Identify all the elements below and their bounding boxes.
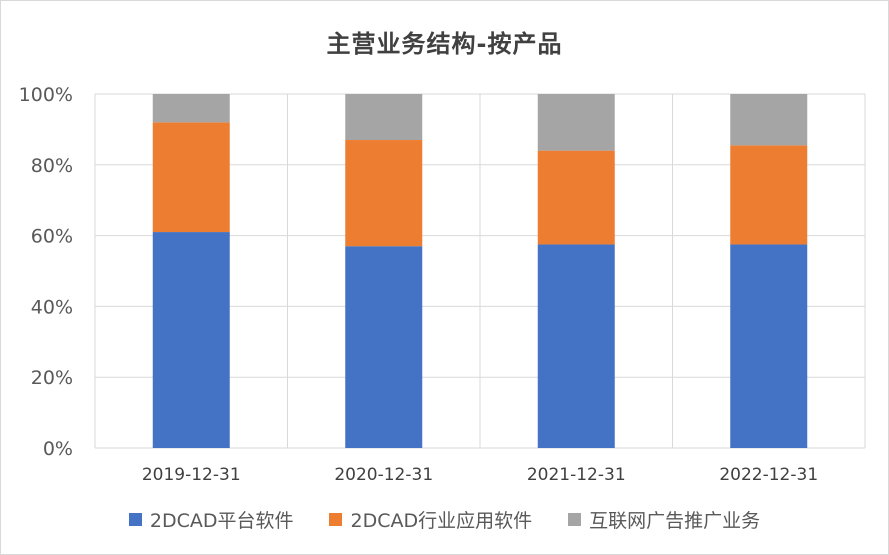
legend-label: 2DCAD平台软件 [149, 510, 294, 532]
legend-swatch [568, 513, 582, 526]
bar-segment-2 [537, 150, 615, 245]
legend-item: 2DCAD平台软件 [128, 506, 294, 533]
legend-item: 2DCAD行业应用软件 [329, 506, 532, 533]
y-tick-label: 20% [31, 367, 73, 389]
legend-swatch [128, 513, 142, 526]
bar-segment-3 [537, 94, 615, 151]
bar-segment-1 [345, 246, 423, 448]
x-tick-label: 2021-12-31 [527, 465, 626, 485]
bar-segment-3 [345, 94, 423, 141]
y-tick-label: 80% [31, 155, 73, 177]
y-tick-label: 40% [31, 296, 73, 318]
legend-label: 互联网广告推广业务 [589, 510, 761, 532]
legend-item: 互联网广告推广业务 [568, 506, 760, 533]
bar-segment-2 [730, 145, 808, 245]
chart-title: 主营业务结构-按产品 [326, 30, 563, 58]
legend-swatch [329, 513, 343, 526]
bar-segment-3 [730, 94, 808, 146]
chart-legend: 2DCAD平台软件 2DCAD行业应用软件 互联网广告推广业务 [0, 506, 889, 533]
y-tick-label: 60% [31, 226, 73, 248]
legend-label: 2DCAD行业应用软件 [350, 510, 533, 532]
bar-segment-2 [345, 140, 423, 247]
y-tick-label: 0% [43, 438, 73, 460]
y-tick-label: 100% [19, 84, 73, 106]
bar-segment-1 [537, 244, 615, 448]
bar-segment-3 [152, 94, 230, 123]
bar-segment-1 [152, 232, 230, 448]
x-tick-label: 2022-12-31 [719, 465, 818, 485]
chart-plot-area: 0% 20% 40% 60% 80% 100% 2019-12-31 2020-12-31 20… [19, 84, 866, 485]
bar-segment-2 [152, 122, 230, 233]
x-tick-label: 2020-12-31 [334, 465, 433, 485]
x-tick-label: 2019-12-31 [142, 465, 241, 485]
bar-segment-1 [730, 244, 808, 448]
